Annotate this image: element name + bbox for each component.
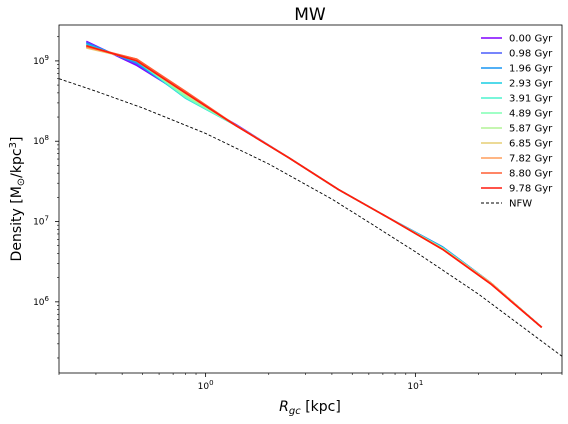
x-axis-label-sub: gc [289, 406, 301, 417]
x-axis-label-main: R [279, 399, 289, 415]
legend: 0.00 Gyr 0.98 Gyr 1.96 Gyr 2.93 Gyr 3.91 Gyr… [481, 34, 553, 210]
legend-label: 2.93 Gyr [509, 79, 553, 90]
y-axis-label-mid: /kpc [9, 148, 25, 177]
legend-label: 0.98 Gyr [509, 49, 553, 60]
series-lines [59, 40, 562, 357]
y-axis-label-main: Density [M [9, 186, 25, 261]
y-axis-label-end: ] [9, 137, 25, 142]
chart-title: MW [294, 5, 326, 25]
x-axis-label: Rgc [kpc] [279, 399, 341, 417]
legend-label: 3.91 Gyr [509, 94, 553, 105]
plot-frame [58, 24, 563, 374]
y-axis-label-sun: ⊙ [16, 178, 27, 186]
legend-label: 8.80 Gyr [509, 169, 553, 180]
y-axis-label-exp: 3 [8, 142, 19, 148]
legend-label: 6.85 Gyr [509, 139, 553, 150]
axis-ticks: 100 101 106 107 108 109 [33, 54, 423, 392]
y-tick-label: 109 [33, 54, 49, 67]
legend-label: 7.82 Gyr [509, 154, 553, 165]
legend-label: 9.78 Gyr [509, 184, 553, 195]
y-tick-label: 107 [33, 215, 49, 228]
x-tick-label: 100 [198, 379, 214, 392]
y-tick-label: 108 [33, 134, 49, 147]
legend-label: 1.96 Gyr [509, 64, 553, 75]
legend-label: 5.87 Gyr [509, 124, 553, 135]
x-axis-label-unit: [kpc] [301, 399, 341, 415]
legend-label: 0.00 Gyr [509, 34, 553, 45]
y-axis-label: Density [M⊙/kpc3] [8, 137, 27, 262]
x-tick-label: 101 [407, 379, 423, 392]
series-line-9-78-gyr [86, 44, 543, 329]
series-line-nfw [59, 78, 562, 357]
legend-label: NFW [509, 199, 532, 210]
plot-area [59, 25, 562, 373]
y-tick-label: 106 [33, 295, 49, 308]
legend-label: 4.89 Gyr [509, 109, 553, 120]
